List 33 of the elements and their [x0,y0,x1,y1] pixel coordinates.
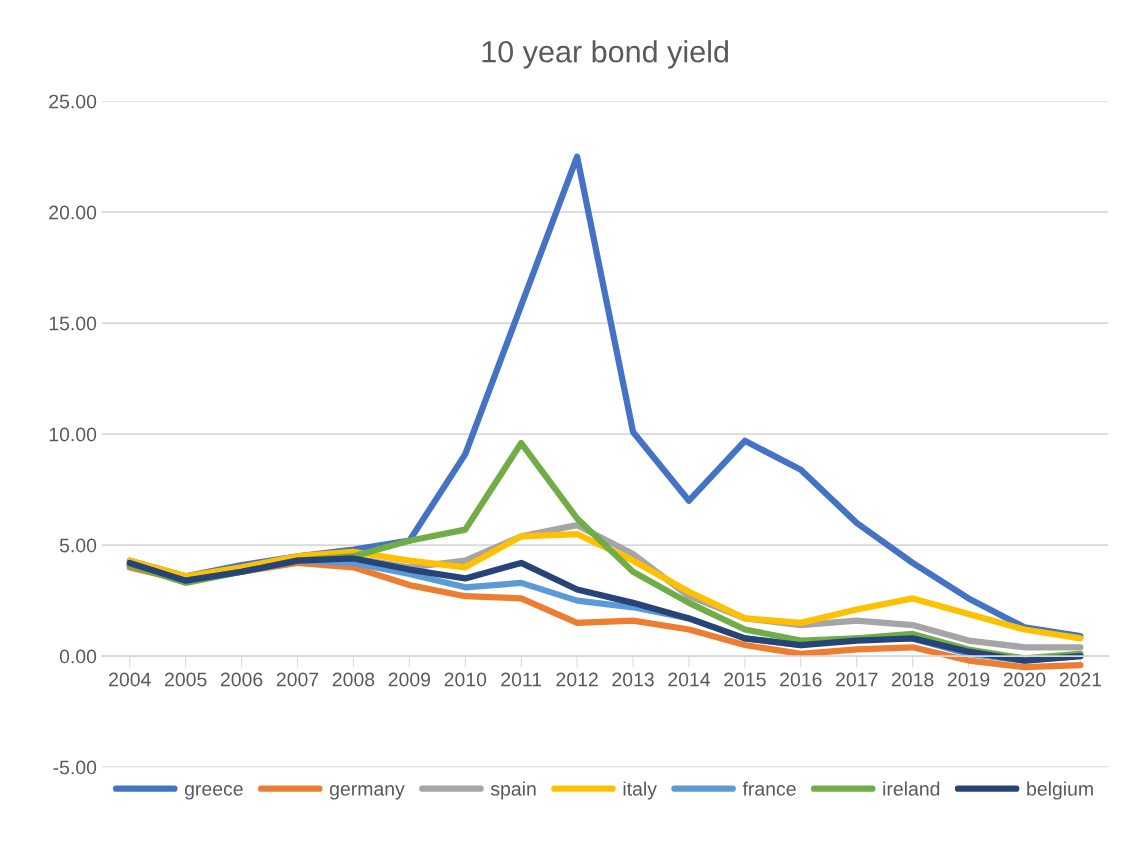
chart-title: 10 year bond yield [482,40,728,69]
x-tick-label: 2013 [612,672,654,687]
x-tick-label: 2020 [1003,672,1046,687]
x-tick-label: 2018 [892,672,934,687]
x-tick-label: 2007 [276,672,319,687]
x-tick-label: 2010 [444,672,487,687]
x-tick-label: 2015 [724,672,766,687]
y-tick-label: 5.00 [59,538,97,553]
legend-label: spain [490,781,536,800]
x-tick-label: 2006 [220,672,263,687]
x-tick-label: 2014 [668,672,711,687]
x-tick-label: 2017 [836,672,878,687]
legend-label: greece [184,785,243,800]
x-tick-label: 2012 [556,672,598,687]
y-tick-label: 0.00 [59,649,97,664]
x-tick-label: 2008 [332,672,375,687]
x-tick-label: 2019 [947,672,990,687]
x-tick-label: 2016 [780,672,822,687]
legend-label: germany [329,785,405,800]
x-tick-label: 2004 [109,672,151,687]
y-tick-label: 20.00 [49,205,97,220]
y-tick-label: 10.00 [49,427,97,442]
y-tick-label: -5.00 [53,760,97,775]
legend-label: belgium [1027,781,1093,800]
legend-label: italy [623,781,657,800]
y-tick-label: 15.00 [49,316,97,331]
x-tick-label: 2021 [1059,672,1102,687]
x-tick-label: 2011 [501,672,542,687]
x-tick-label: 2005 [165,672,207,687]
legend-label: ireland [883,781,940,796]
y-tick-label: 25.00 [49,94,97,109]
x-tick-label: 2009 [388,672,431,687]
legend-label: france [742,781,796,796]
